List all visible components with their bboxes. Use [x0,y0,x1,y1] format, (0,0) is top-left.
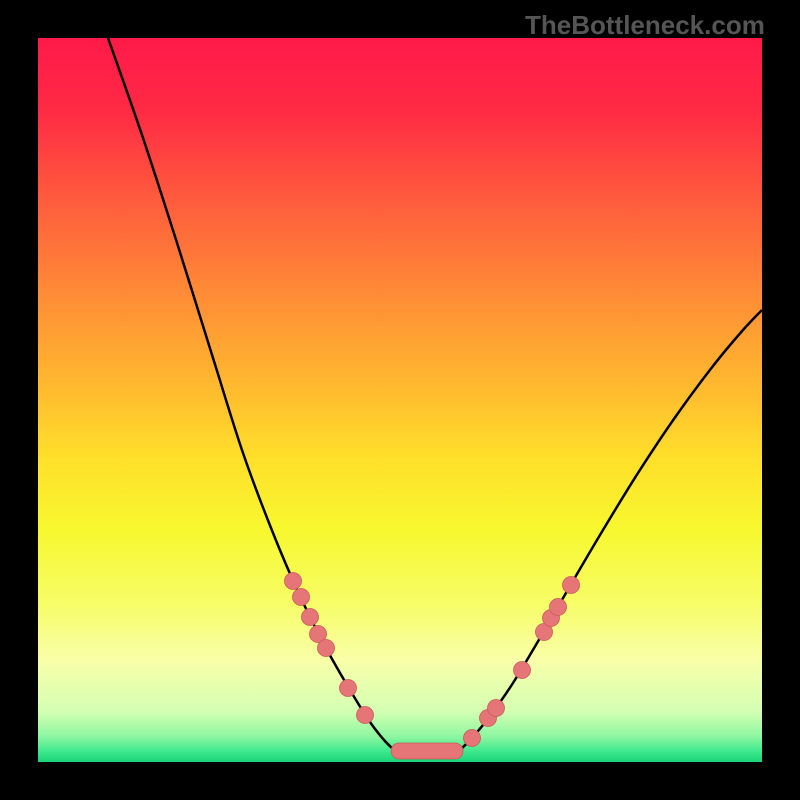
marker-left-0 [285,573,302,590]
marker-right-3 [514,662,531,679]
marker-right-6 [550,599,567,616]
marker-left-1 [293,589,310,606]
marker-left-4 [318,640,335,657]
marker-right-0 [464,730,481,747]
marker-right-2 [488,700,505,717]
watermark-text: TheBottleneck.com [525,10,765,41]
marker-right-7 [563,577,580,594]
marker-flat-bar [391,743,463,759]
marker-left-5 [340,680,357,697]
bottleneck-chart-svg [38,38,762,762]
marker-left-2 [302,609,319,626]
chart-plot-area [38,38,762,762]
marker-left-6 [357,707,374,724]
